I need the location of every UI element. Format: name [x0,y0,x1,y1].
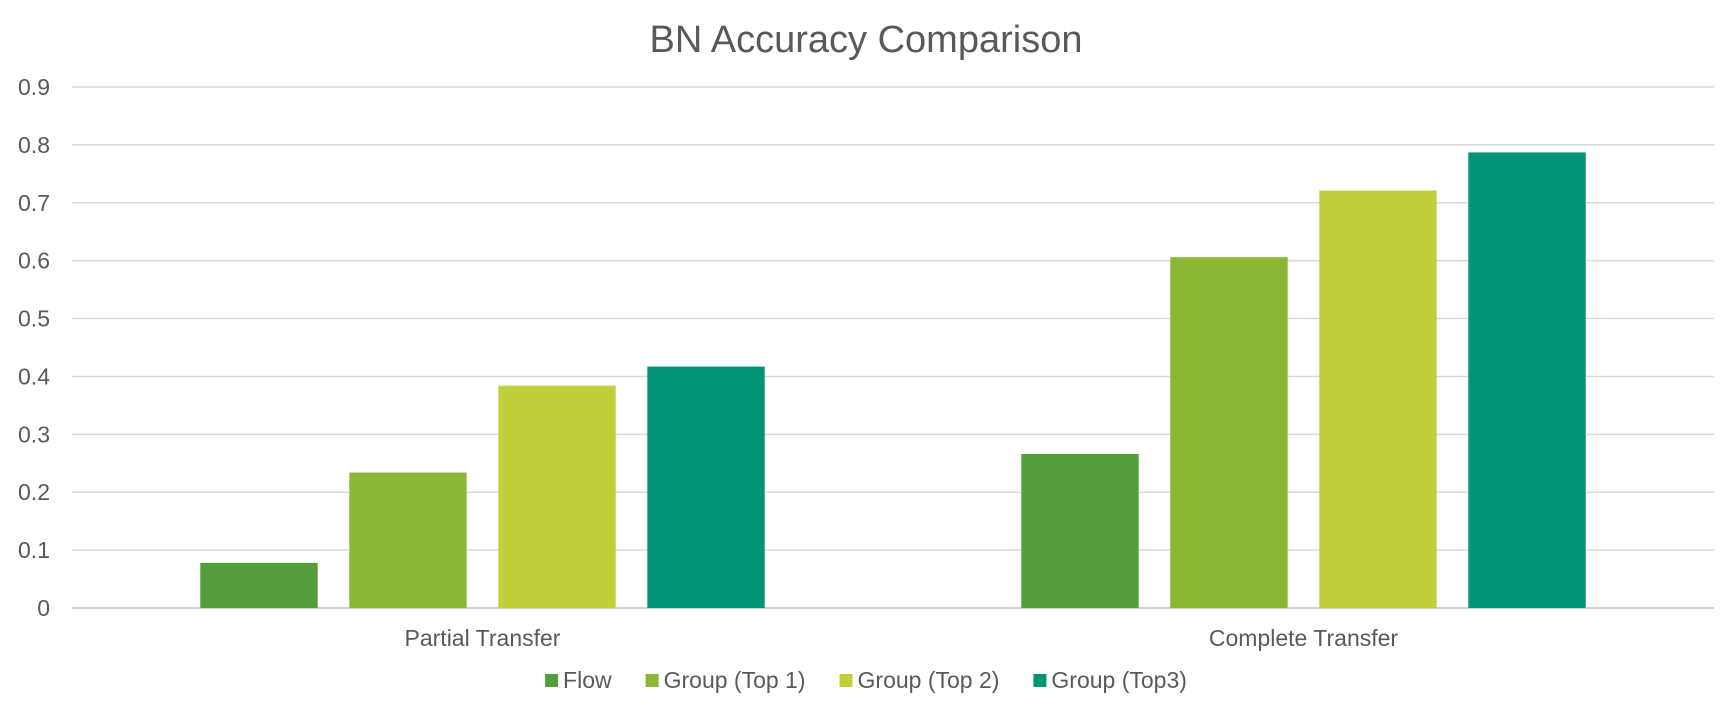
chart-title: BN Accuracy Comparison [650,19,1083,61]
y-tick-label: 0.9 [18,74,50,100]
y-tick-label: 0.1 [18,537,50,563]
bar [1319,190,1437,609]
y-tick-label: 0.5 [18,306,50,332]
legend-label: Group (Top3) [1051,667,1187,693]
y-tick-label: 0.3 [18,421,50,447]
legend-label: Group (Top 2) [858,667,1000,693]
legend-label: Flow [563,667,612,693]
gridlines [72,86,1714,609]
y-tick-label: 0.8 [18,132,50,158]
legend-swatch [839,674,853,687]
y-tick-label: 0 [37,595,50,621]
bar [200,562,318,608]
bar [647,366,765,608]
category-label: Complete Transfer [1209,625,1399,651]
bar [349,472,467,608]
bar [498,385,616,608]
legend-swatch [545,674,559,687]
y-tick-label: 0.2 [18,479,50,505]
category-label: Partial Transfer [405,625,561,651]
bar [1468,152,1586,609]
legend-swatch [645,674,659,687]
y-tick-label: 0.4 [18,363,50,389]
legend-label: Group (Top 1) [664,667,806,693]
legend: Flow Group (Top 1) Group (Top 2) Group (Top… [545,667,1187,693]
y-tick-label: 0.7 [18,190,50,216]
bar [1021,454,1139,608]
category-labels: Partial Transfer Complete Transfer [405,625,1399,651]
y-tick-label: 0.6 [18,248,50,274]
y-axis-ticks: 0 0.1 0.2 0.3 0.4 0.5 0.6 0.7 0.8 0.9 [18,74,50,621]
bars [200,152,1586,609]
legend-swatch [1033,674,1047,687]
bar [1170,257,1288,608]
